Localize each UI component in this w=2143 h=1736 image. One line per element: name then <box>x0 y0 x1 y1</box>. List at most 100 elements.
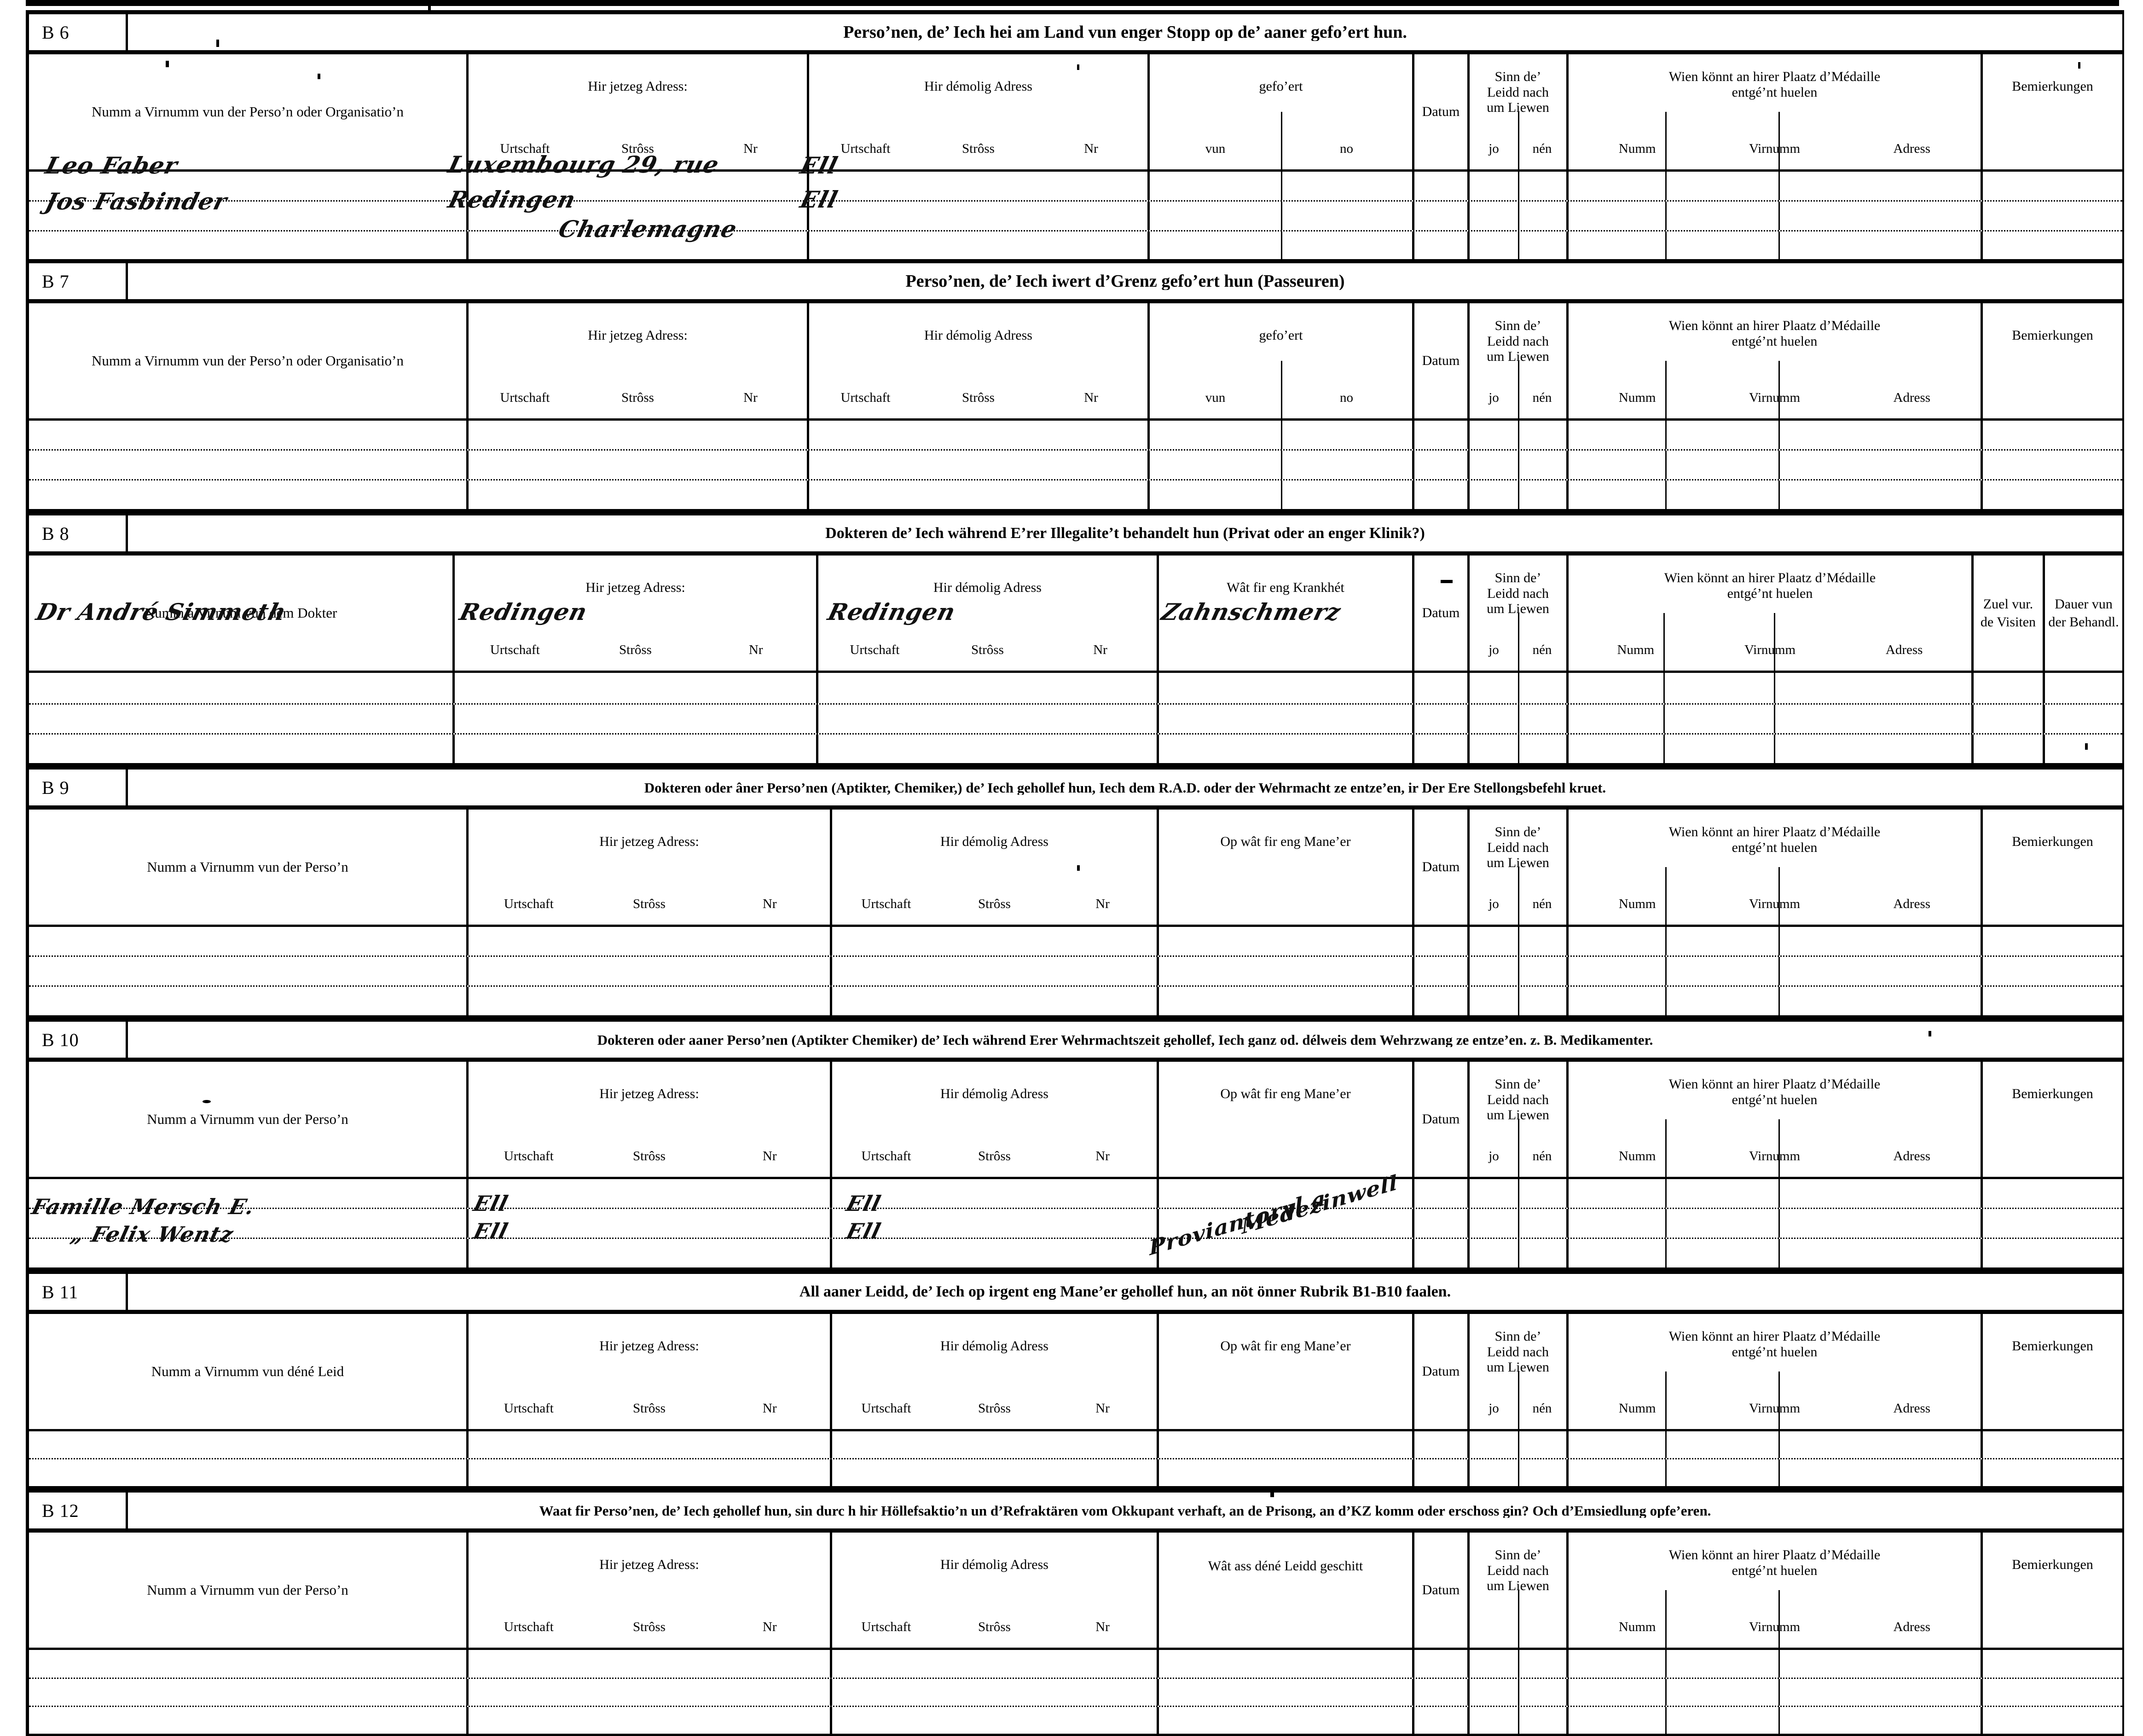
col-maneer-b10: Op wât fir eng Mane’er <box>1159 1062 1414 1177</box>
data-rows-b6 <box>29 172 2122 263</box>
section-code-b8: B 8 <box>29 515 128 551</box>
section-header-b9: B 9 Dokteren oder âner Perso’nen (Aptikt… <box>29 765 2122 810</box>
col-address-then-b12: Hir démolig Adress Urtschaft Strôss Nr <box>832 1533 1159 1648</box>
section-header-b7: B 7 Perso’nen, de’ Iech iwert d’Grenz ge… <box>29 259 2122 303</box>
section-header-b6: B 6 Perso’nen, de’ Iech hei am Land vun … <box>29 10 2122 54</box>
table-row[interactable] <box>29 1650 2122 1679</box>
scan-speck <box>2078 62 2080 69</box>
section-header-b11: B 11 All aaner Leidd, de’ Iech op irgent… <box>29 1270 2122 1314</box>
scan-speck <box>1077 64 1079 70</box>
col-address-now-b11: Hir jetzeg Adress: Urtschaft Strôss Nr <box>469 1314 832 1429</box>
col-geschitt-b12: Wât ass déné Leidd geschitt <box>1159 1533 1414 1648</box>
col-medaille-label: Wien könnt an hirer Plaatz d’Médaille en… <box>1668 69 1881 100</box>
col-bemierkungen-b10: Bemierkungen <box>2012 1086 2093 1101</box>
data-rows-b8 <box>29 673 2122 765</box>
section-title-b11: All aaner Leidd, de’ Iech op irgent eng … <box>799 1284 1451 1300</box>
scan-speck <box>166 61 169 67</box>
col-address-now-subs: Urtschaft Strôss Nr <box>500 141 758 156</box>
section-header-b10: B 10 Dokteren oder aaner Perso’nen (Apti… <box>29 1018 2122 1062</box>
col-address-now-b8: Hir jetzeg Adress: Urtschaft Strôss Nr <box>455 556 818 671</box>
col-sinn-b11: Sinn de’ Leidd nach um Liewen jo nén <box>1470 1314 1569 1429</box>
table-row[interactable] <box>29 957 2122 987</box>
col-bemierkungen-b12: Bemierkungen <box>2012 1557 2093 1572</box>
section-code-b7: B 7 <box>29 263 128 299</box>
table-row[interactable] <box>29 927 2122 957</box>
col-address-now-b6: Hir jetzeg Adress: Urtschaft Strôss Nr <box>469 54 809 169</box>
table-row[interactable] <box>29 480 2122 511</box>
page-top-tick <box>428 0 431 10</box>
col-medaille-b7: Wien könnt an hirer Plaatz d’Médaille en… <box>1569 303 1983 418</box>
table-row[interactable] <box>29 202 2122 231</box>
col-zuel-visiten-b8: Zuel vur. de Visiten <box>1974 556 2045 671</box>
table-row[interactable] <box>29 451 2122 480</box>
col-address-now-b7: Hir jetzeg Adress: Urtschaft Strôss Nr <box>469 303 809 418</box>
col-medaille-b8: Wien könnt an hirer Plaatz d’Médaille en… <box>1569 556 1974 671</box>
table-row[interactable] <box>29 1431 2122 1459</box>
col-address-now-b12: Hir jetzeg Adress: Urtschaft Strôss Nr <box>469 1533 832 1648</box>
col-address-now-b10: Hir jetzeg Adress: Urtschaft Strôss Nr <box>469 1062 832 1177</box>
table-row[interactable] <box>29 231 2122 263</box>
col-sinn-label: Sinn de’ Leidd nach um Liewen <box>1487 69 1549 116</box>
col-name-b10: Numm a Virnumm vun der Perso’n <box>29 1062 469 1177</box>
col-gefoert-b6: gefo’ert vun no <box>1150 54 1414 169</box>
col-datum-b10: Datum <box>1414 1062 1470 1177</box>
section-title-b8: Dokteren de’ Iech während E’rer Illegali… <box>825 526 1425 541</box>
col-sinn-subs: jo nén <box>1489 141 1552 156</box>
col-bemierkungen-b6: Bemierkungen <box>1983 54 2122 169</box>
col-medaille-b6: Wien könnt an hirer Plaatz d’Médaille en… <box>1569 54 1983 169</box>
page-top-rule <box>26 0 2119 6</box>
table-row[interactable] <box>29 735 2122 765</box>
data-rows-b10 <box>29 1179 2122 1270</box>
col-sinn-b7: Sinn de’ Leidd nach um Liewen jo nén <box>1470 303 1569 418</box>
table-row[interactable] <box>29 1707 2122 1736</box>
col-medaille-subs: Numm Virnumm Adress <box>1618 141 1931 156</box>
table-row[interactable] <box>29 1459 2122 1488</box>
table-row[interactable] <box>29 673 2122 705</box>
section-code-b9: B 9 <box>29 770 128 805</box>
col-medaille-b11: Wien könnt an hirer Plaatz d’Médaille en… <box>1569 1314 1983 1429</box>
column-header-b11: Numm a Virnumm vun déné Leid Hir jetzeg … <box>29 1314 2122 1431</box>
col-address-now-b9: Hir jetzeg Adress: Urtschaft Strôss Nr <box>469 810 832 925</box>
table-row[interactable] <box>29 705 2122 735</box>
section-title-b6: Perso’nen, de’ Iech hei am Land vun enge… <box>843 23 1407 41</box>
col-gefoert-subs: vun no <box>1205 141 1353 156</box>
col-sinn-b8: Sinn de’ Leidd nach um Liewen jo nén <box>1470 556 1569 671</box>
col-datum-b6: Datum <box>1414 54 1470 169</box>
column-header-b10: Numm a Virnumm vun der Perso’n Hir jetze… <box>29 1062 2122 1179</box>
section-title-b12: Waat fir Perso’nen, de’ Iech gehollef hu… <box>539 1503 1711 1518</box>
col-bemierkungen-b7: Bemierkungen <box>2012 328 2093 343</box>
col-bemierkungen-label: Bemierkungen <box>2012 79 2093 94</box>
section-title-b9: Dokteren oder âner Perso’nen (Aptikter, … <box>644 780 1606 795</box>
col-name-b6: Numm a Virnumm vun der Perso’n oder Orga… <box>29 54 469 169</box>
col-datum-b12: Datum <box>1414 1533 1470 1648</box>
section-header-b12: B 12 Waat fir Perso’nen, de’ Iech geholl… <box>29 1488 2122 1533</box>
col-address-then-b10: Hir démolig Adress Urtschaft Strôss Nr <box>832 1062 1159 1177</box>
col-gefoert-label: gefo’ert <box>1259 79 1303 94</box>
col-address-then-label: Hir démolig Adress <box>924 79 1032 94</box>
table-row[interactable] <box>29 1209 2122 1239</box>
col-medaille-b12: Wien könnt an hirer Plaatz d’Médaille en… <box>1569 1533 1983 1648</box>
col-bemierkungen-b11: Bemierkungen <box>2012 1338 2093 1354</box>
col-sinn-b12: Sinn de’ Leidd nach um Liewen <box>1470 1533 1569 1648</box>
scan-speck <box>216 40 219 47</box>
col-address-then-subs: Urtschaft Strôss Nr <box>840 141 1098 156</box>
column-header-b8: Numm a Virnum vun dem Dokter Hir jetzeg … <box>29 556 2122 673</box>
col-sinn-b10: Sinn de’ Leidd nach um Liewen jo nén <box>1470 1062 1569 1177</box>
column-header-b9: Numm a Virnumm vun der Perso’n Hir jetze… <box>29 810 2122 927</box>
section-title-b7: Perso’nen, de’ Iech iwert d’Grenz gefo’e… <box>905 272 1345 290</box>
data-rows-b12 <box>29 1650 2122 1736</box>
table-row[interactable] <box>29 1179 2122 1209</box>
table-row[interactable] <box>29 172 2122 202</box>
col-datum-b11: Datum <box>1414 1314 1470 1429</box>
table-row[interactable] <box>29 1679 2122 1707</box>
table-row[interactable] <box>29 421 2122 451</box>
form-sheet: B 6 Perso’nen, de’ Iech hei am Land vun … <box>26 10 2124 1736</box>
data-rows-b9 <box>29 927 2122 1018</box>
col-address-now-label: Hir jetzeg Adress: <box>588 79 688 94</box>
table-row[interactable] <box>29 987 2122 1018</box>
col-gefoert-b7: gefo’ert vun no <box>1150 303 1414 418</box>
col-name-b8: Numm a Virnum vun dem Dokter <box>29 556 455 671</box>
table-row[interactable] <box>29 1239 2122 1270</box>
col-datum-b9: Datum <box>1414 810 1470 925</box>
scan-speck <box>1270 1491 1274 1497</box>
